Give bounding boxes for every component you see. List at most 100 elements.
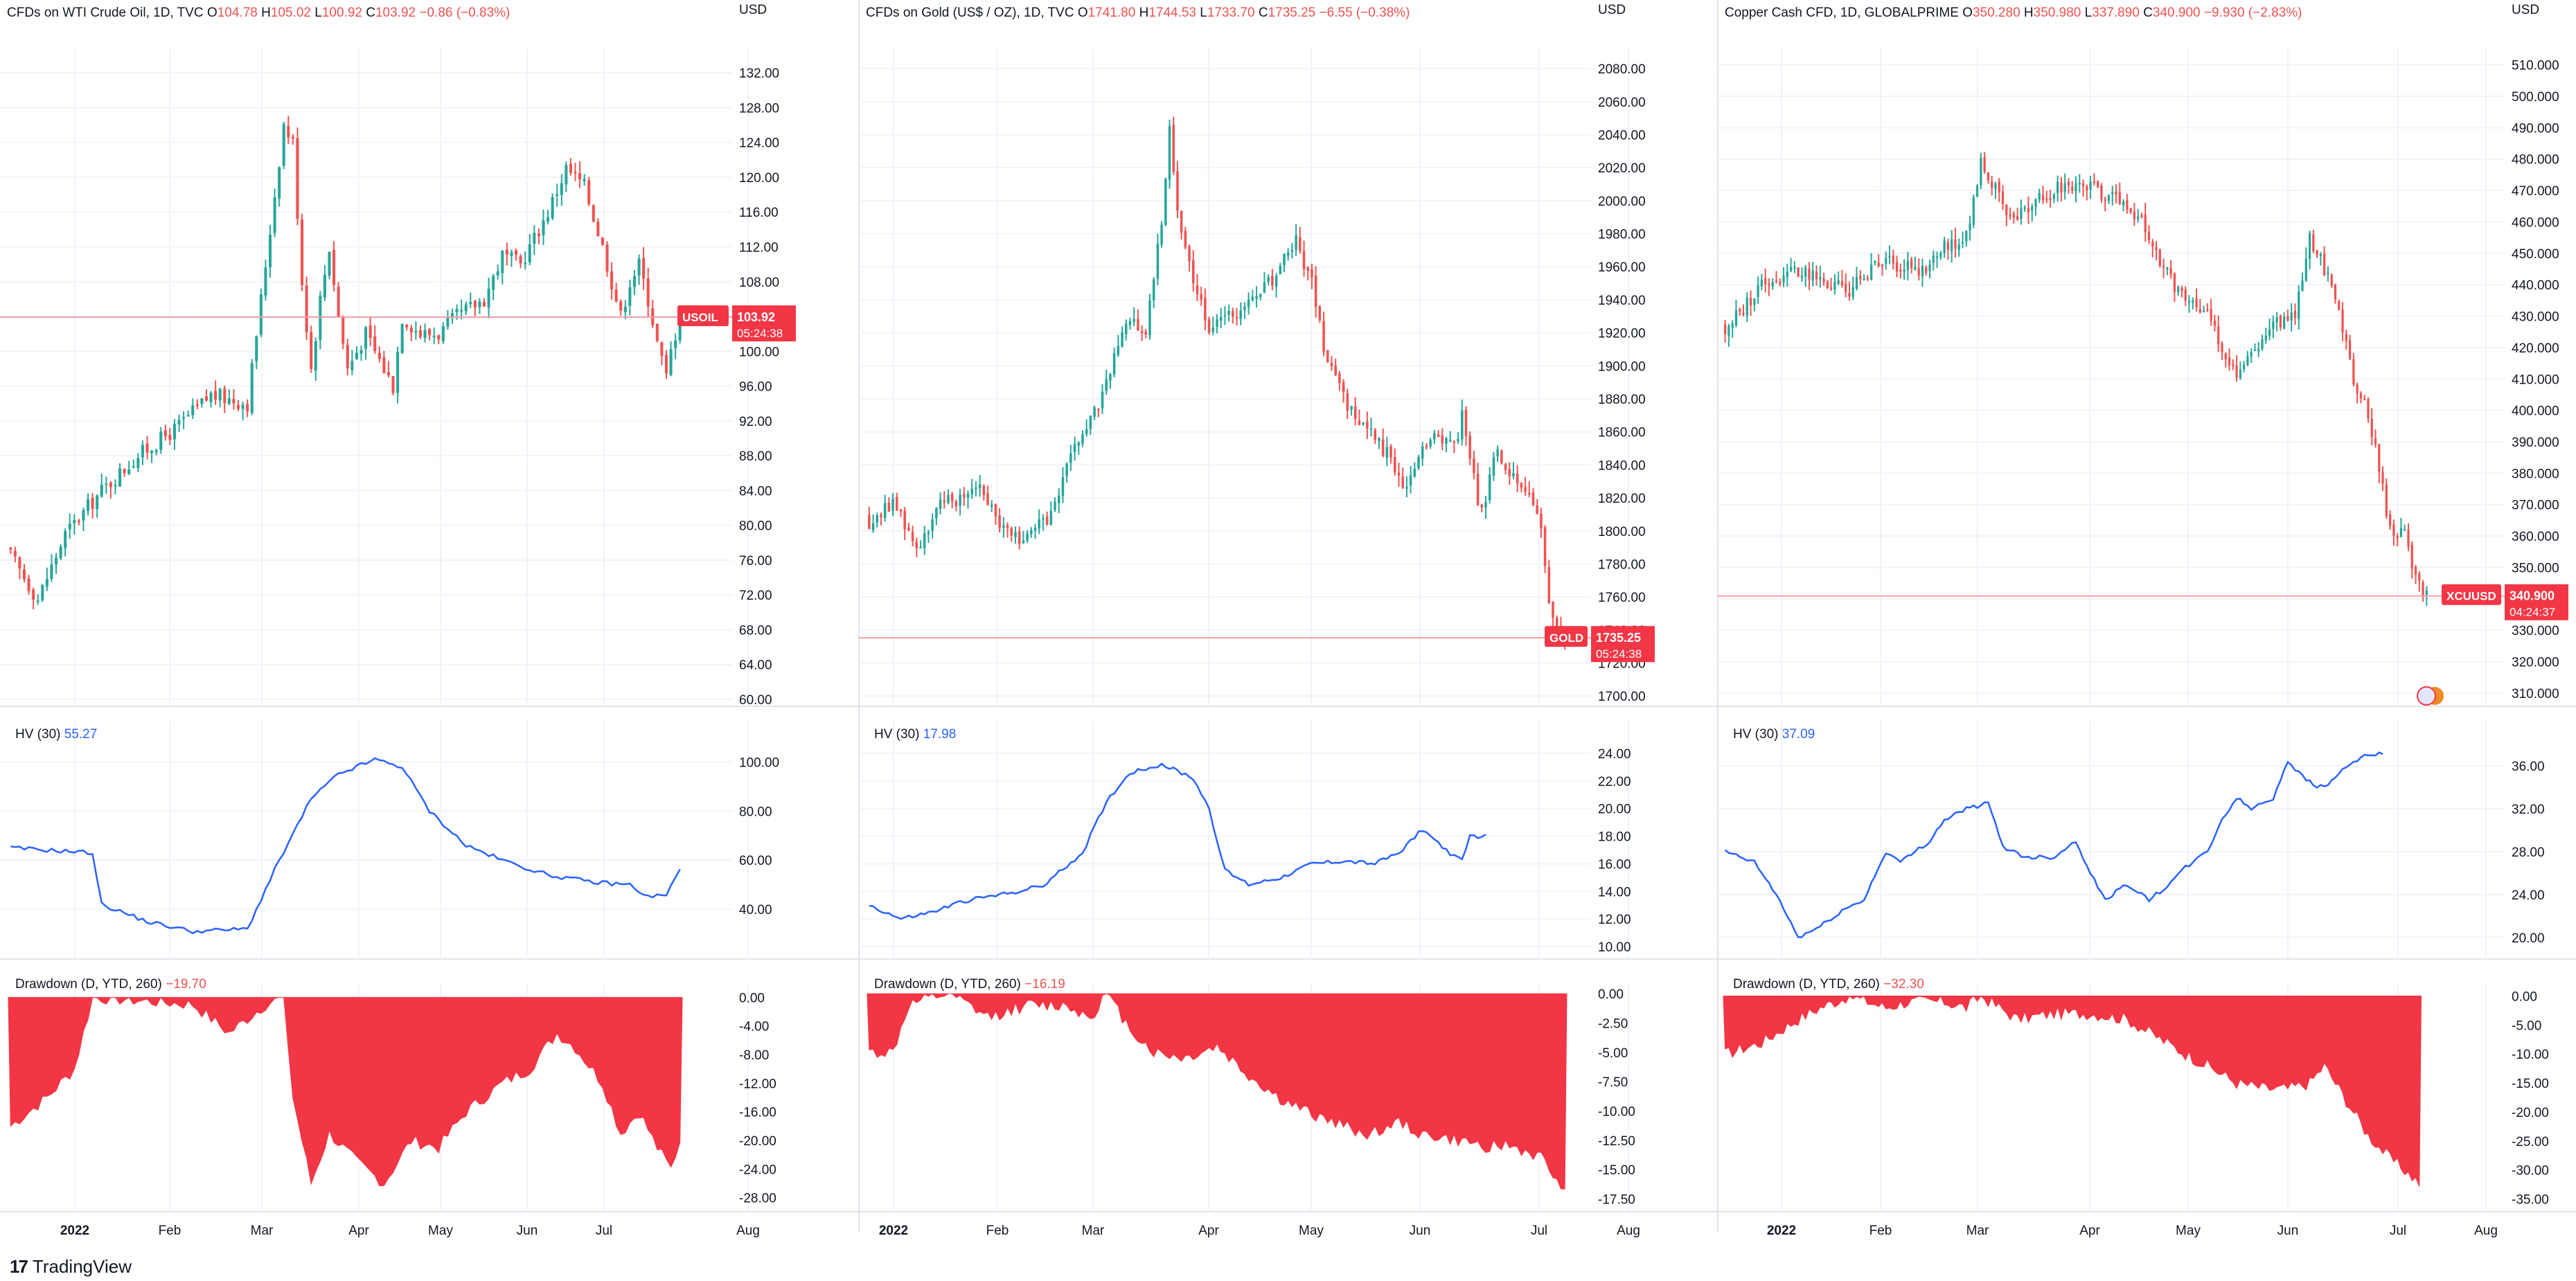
candle-body: [1492, 457, 1495, 476]
candle-body: [1283, 253, 1286, 266]
candle-body: [1385, 447, 1389, 458]
candle-body: [2312, 234, 2315, 251]
drawdown-axis-tick: -30.00: [2512, 1164, 2549, 1179]
candle-body: [1191, 260, 1195, 284]
candle-body: [1389, 446, 1392, 458]
candle-body: [1045, 516, 1049, 525]
candle-body: [2286, 316, 2289, 321]
candle-body: [1144, 331, 1148, 335]
candle-body: [323, 274, 326, 298]
price-axis-tick: 1820.00: [1598, 492, 1646, 506]
candle-body: [2217, 326, 2220, 345]
candle-body: [642, 258, 646, 279]
candle-body: [301, 220, 304, 285]
candle-body: [986, 493, 989, 505]
drawdown-legend: Drawdown (D, YTD, 260) −19.70: [15, 977, 206, 992]
candle-body: [1235, 316, 1238, 319]
last-price-value: 340.900: [2510, 589, 2555, 603]
candle-body: [2177, 287, 2180, 292]
candle-body: [418, 330, 423, 337]
hv-axis-tick: 10.00: [1598, 940, 1631, 955]
candle-body: [1077, 442, 1081, 446]
candle-body: [214, 391, 217, 400]
candle-body: [1508, 469, 1511, 476]
candle-body: [2063, 183, 2066, 192]
time-axis-label: Mar: [1082, 1224, 1105, 1238]
candle-body: [1069, 453, 1072, 463]
time-axis-label: Jun: [1410, 1224, 1431, 1238]
candle-body: [655, 323, 659, 341]
candle-body: [1727, 325, 1730, 336]
candle-body: [1775, 280, 1778, 283]
candle-body: [41, 584, 44, 600]
candle-body: [218, 388, 222, 401]
currency-label: USD: [2512, 3, 2539, 17]
candle-body: [1322, 321, 1325, 352]
candle-body: [1401, 476, 1404, 488]
candle-body: [1935, 256, 1939, 258]
price-axis-tick: 490.000: [2512, 121, 2559, 136]
candle-body: [1739, 309, 1741, 312]
price-axis-tick: 2080.00: [1598, 62, 1646, 77]
candle-body: [232, 399, 236, 404]
candle-body: [168, 435, 172, 440]
candle-body: [1742, 312, 1745, 315]
candle-body: [601, 237, 604, 245]
candle-body: [227, 398, 231, 404]
candle-body: [1965, 231, 1968, 242]
candle-body: [524, 262, 527, 265]
hv-axis-tick: 60.00: [739, 854, 772, 868]
time-axis-label: Aug: [1617, 1224, 1640, 1238]
candle-body: [186, 415, 190, 417]
candle-body: [2367, 399, 2370, 418]
time-axis-label: Aug: [736, 1224, 760, 1238]
candle-body: [487, 288, 490, 308]
drawdown-axis-tick: -5.00: [1598, 1046, 1628, 1061]
candle-body: [68, 523, 71, 530]
candle-body: [1917, 268, 1920, 276]
price-axis-tick: 1760.00: [1598, 591, 1646, 605]
candle-body: [2115, 191, 2117, 195]
candle-body: [177, 420, 181, 424]
candle-body: [2122, 201, 2125, 206]
candle-body: [1030, 530, 1033, 535]
candle-body: [391, 376, 395, 393]
candle-body: [2279, 315, 2282, 328]
candle-body: [1957, 244, 1960, 250]
candle-body: [632, 276, 637, 287]
candle-body: [432, 336, 436, 338]
candle-body: [660, 342, 664, 357]
candle-body: [1006, 525, 1009, 528]
candle-body: [1267, 277, 1270, 283]
candle-body: [264, 267, 267, 296]
candle-body: [1200, 294, 1202, 300]
drawdown-axis-tick: -25.00: [2512, 1135, 2549, 1149]
candle-body: [91, 497, 94, 509]
candle-body: [296, 138, 299, 219]
candle-body: [911, 531, 914, 541]
candle-body: [1895, 262, 1899, 272]
candle-body: [2381, 472, 2384, 484]
symbol-badge: [677, 305, 729, 327]
candle-body: [1188, 246, 1191, 262]
candle-body: [1826, 282, 1829, 288]
candle-body: [310, 332, 313, 369]
bar-countdown: 04:24:37: [2510, 606, 2555, 619]
candle-body: [1552, 602, 1554, 618]
candle-body: [1290, 249, 1294, 252]
candle-body: [2246, 356, 2249, 366]
hv-axis-tick: 24.00: [1598, 747, 1631, 762]
drawdown-axis-tick: -20.00: [739, 1134, 776, 1149]
candle-body: [1295, 235, 1297, 250]
drawdown-axis-tick: -12.00: [739, 1077, 776, 1091]
candle-body: [1768, 283, 1770, 286]
candle-body: [1164, 179, 1167, 225]
drawdown-axis-tick: -10.00: [1598, 1104, 1635, 1119]
candle-body: [978, 484, 981, 489]
candle-body: [1749, 298, 1752, 305]
candle-body: [1925, 267, 1928, 274]
drawdown-axis-tick: -15.00: [2512, 1077, 2549, 1091]
candle-body: [1822, 278, 1825, 283]
candle-body: [82, 510, 85, 521]
drawdown-area: [867, 993, 1567, 1190]
